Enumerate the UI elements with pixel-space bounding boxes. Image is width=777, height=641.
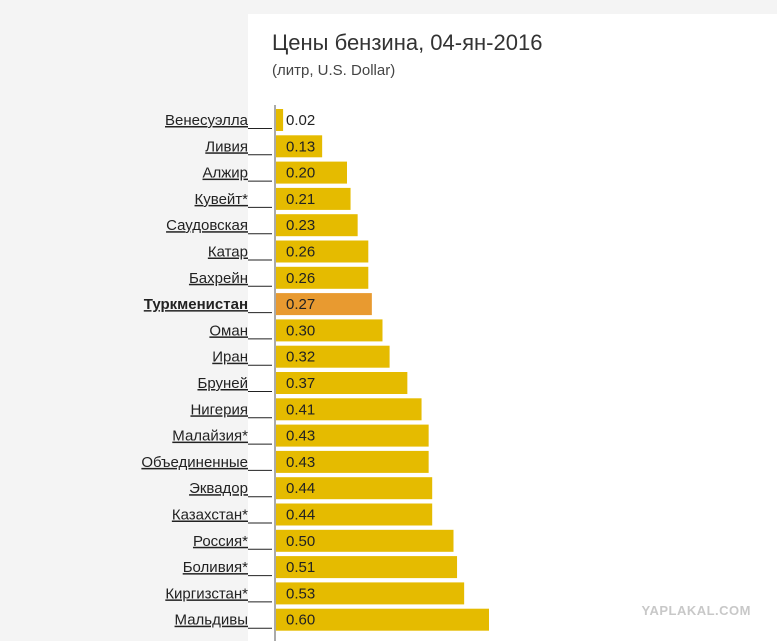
category-label-2[interactable]: Алжир — [202, 165, 248, 182]
bar-14 — [276, 477, 433, 500]
category-label-8[interactable]: Оман — [209, 322, 248, 339]
category-label-14[interactable]: Эквадор — [189, 480, 248, 497]
category-label-1[interactable]: Ливия — [205, 138, 248, 155]
bar-0 — [276, 109, 284, 131]
bar-10 — [276, 372, 408, 394]
value-label-1: 0.13 — [286, 138, 315, 155]
value-label-5: 0.26 — [286, 244, 315, 261]
category-label-7[interactable]: Туркменистан — [144, 296, 248, 313]
chart-subtitle: (литр, U.S. Dollar) — [272, 62, 396, 79]
value-label-2: 0.20 — [286, 165, 315, 182]
bar-6 — [276, 266, 369, 289]
bar-8 — [276, 319, 383, 342]
bar-15 — [276, 503, 433, 526]
value-label-15: 0.44 — [286, 507, 315, 524]
bar-1 — [276, 135, 323, 158]
bar-17 — [276, 556, 458, 579]
category-label-3[interactable]: Кувейт* — [195, 191, 249, 208]
value-label-19: 0.60 — [286, 612, 315, 629]
category-label-18[interactable]: Киргизстан* — [165, 585, 248, 602]
category-label-11[interactable]: Нигерия — [190, 401, 248, 418]
bar-11 — [276, 398, 422, 421]
bar-2 — [276, 161, 347, 184]
bar-16 — [276, 529, 454, 552]
bar-9 — [276, 345, 390, 368]
category-label-17[interactable]: Боливия* — [183, 559, 248, 576]
value-label-8: 0.30 — [286, 322, 315, 339]
value-label-12: 0.43 — [286, 428, 315, 445]
value-label-17: 0.51 — [286, 559, 315, 576]
bar-19 — [276, 608, 489, 631]
bar-13 — [276, 450, 429, 473]
bar-12 — [276, 424, 429, 447]
value-label-16: 0.50 — [286, 533, 315, 550]
value-label-6: 0.26 — [286, 270, 315, 287]
category-label-6[interactable]: Бахрейн — [189, 270, 248, 287]
bar-3 — [276, 187, 351, 210]
value-label-18: 0.53 — [286, 585, 315, 602]
watermark: YAPLAKAL.COM — [641, 603, 751, 618]
category-label-19[interactable]: Мальдивы — [175, 612, 248, 629]
category-label-16[interactable]: Россия* — [193, 533, 248, 550]
category-label-4[interactable]: Саудовская — [166, 217, 248, 234]
category-label-12[interactable]: Малайзия* — [172, 428, 248, 445]
value-label-7: 0.27 — [286, 296, 315, 313]
bar-18 — [276, 582, 465, 605]
category-label-10[interactable]: Бруней — [197, 375, 248, 392]
value-label-10: 0.37 — [286, 375, 315, 392]
bar-4 — [276, 214, 358, 237]
category-label-0[interactable]: Венесуэлла — [165, 112, 249, 129]
value-label-9: 0.32 — [286, 349, 315, 366]
bar-5 — [276, 240, 369, 263]
value-label-4: 0.23 — [286, 217, 315, 234]
value-label-3: 0.21 — [286, 191, 315, 208]
value-label-14: 0.44 — [286, 480, 315, 497]
value-label-0: 0.02 — [286, 112, 315, 129]
bar-7 — [276, 293, 372, 316]
value-label-11: 0.41 — [286, 401, 315, 418]
category-label-13[interactable]: Объединенные — [141, 454, 248, 471]
value-label-13: 0.43 — [286, 454, 315, 471]
category-label-9[interactable]: Иран — [212, 349, 248, 366]
category-label-5[interactable]: Катар — [208, 244, 248, 261]
chart-title: Цены бензина, 04-ян-2016 — [272, 30, 543, 55]
category-label-15[interactable]: Казахстан* — [172, 507, 248, 524]
